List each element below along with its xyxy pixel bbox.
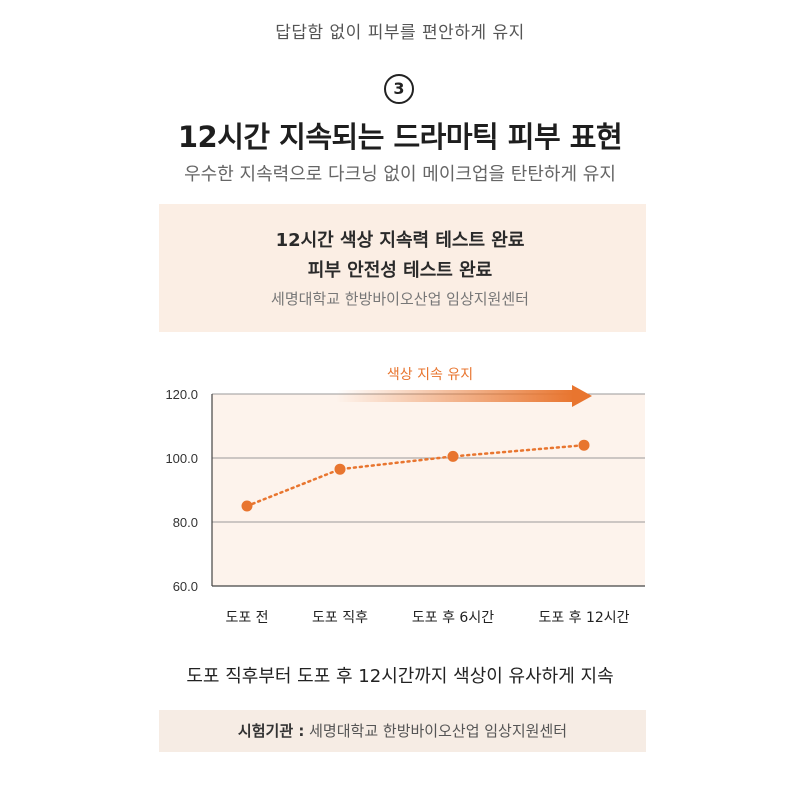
y-tick-label: 60.0 xyxy=(173,579,198,594)
data-point xyxy=(241,500,253,512)
trend-arrow-shaft xyxy=(336,390,574,402)
info-box xyxy=(159,204,646,332)
trend-arrow-label: 색상 지속 유지 xyxy=(387,367,473,383)
footer-value: 세명대학교 한방바이오산업 임상지원센터 xyxy=(309,722,568,740)
y-tick-label: 120.0 xyxy=(165,387,198,402)
top-subtitle: 답답함 없이 피부를 편안하게 유지 xyxy=(275,23,525,43)
info-line-safety-test: 피부 안전성 테스트 완료 xyxy=(307,260,493,281)
info-line-color-test: 12시간 색상 지속력 테스트 완료 xyxy=(275,230,525,251)
x-tick-label: 도포 후 6시간 xyxy=(412,610,494,626)
data-point xyxy=(334,463,346,475)
data-point xyxy=(578,439,590,451)
series-line xyxy=(245,443,586,508)
y-tick-label: 100.0 xyxy=(165,451,198,466)
data-point xyxy=(447,450,459,462)
step-number-badge: 3 xyxy=(384,74,414,104)
y-tick-label: 80.0 xyxy=(173,515,198,530)
x-tick-label: 도포 전 xyxy=(225,610,268,626)
chart-plot-background xyxy=(212,394,645,586)
footer-label: 시험기관 : xyxy=(237,722,305,740)
x-tick-label: 도포 후 12시간 xyxy=(538,610,629,626)
headline: 12시간 지속되는 드라마틱 피부 표현 xyxy=(177,120,623,154)
trend-arrow-head xyxy=(572,385,592,407)
footer-box: 시험기관 : 세명대학교 한방바이오산업 임상지원센터 xyxy=(159,710,646,752)
subheadline: 우수한 지속력으로 다크닝 없이 메이크업을 탄탄하게 유지 xyxy=(184,164,616,185)
x-tick-label: 도포 직후 xyxy=(312,610,368,626)
info-line-institution: 세명대학교 한방바이오산업 임상지원센터 xyxy=(271,290,529,308)
summary-text: 도포 직후부터 도포 후 12시간까지 색상이 유사하게 지속 xyxy=(186,666,614,687)
